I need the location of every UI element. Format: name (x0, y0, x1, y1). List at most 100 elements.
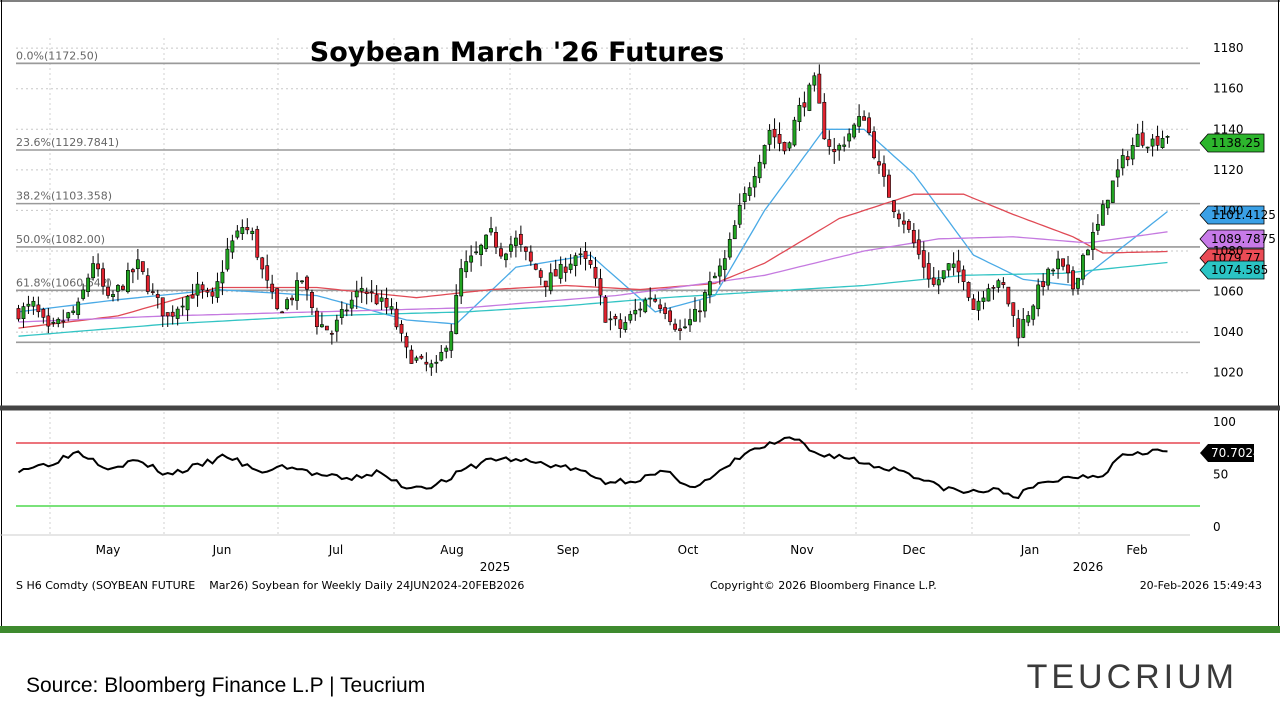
candle-body (424, 361, 429, 365)
candle-body (1140, 132, 1145, 146)
y-tick-label: 1140 (1213, 122, 1244, 136)
candle-body (61, 320, 66, 323)
candle-body (344, 309, 349, 312)
candle-body (896, 213, 901, 220)
green-divider (0, 626, 1280, 633)
candle-body (528, 251, 533, 262)
candle-body (1001, 282, 1006, 285)
y-tick-label: 1040 (1213, 325, 1244, 339)
candle-body (1086, 249, 1090, 256)
price-tag (1199, 229, 1265, 249)
price-tag-label: 1089.7875 (1211, 232, 1276, 246)
candle-body (921, 250, 926, 268)
candle-body (1155, 135, 1160, 146)
y-tick-label: 1100 (1213, 203, 1244, 217)
fib-label: 50.0%(1082.00) (16, 233, 105, 246)
candle-body (150, 291, 155, 293)
candle-body (434, 361, 439, 364)
candle-body (926, 263, 931, 280)
candle-body (777, 134, 782, 144)
candle-body (1056, 258, 1060, 270)
candle-body (334, 319, 339, 332)
candle-body (379, 297, 384, 302)
candle-body (205, 290, 210, 293)
candle-body (867, 117, 871, 134)
candle-body (155, 294, 160, 298)
candle-body (533, 263, 538, 270)
candle-body (245, 227, 250, 231)
candle-body (1125, 156, 1130, 161)
candle-body (1081, 254, 1085, 280)
candle-body (185, 296, 190, 311)
candle-body (1046, 268, 1051, 286)
candle-body (509, 244, 513, 252)
candle-body (951, 263, 956, 268)
candle-body (628, 314, 633, 321)
candle-body (504, 253, 508, 261)
candle-body (548, 272, 553, 291)
candle-body (588, 260, 593, 265)
candle-body (608, 318, 613, 321)
price-tag-label: 1101.4125 (1211, 208, 1276, 222)
candle-body (31, 300, 36, 307)
candle-body (66, 312, 71, 319)
rsi-tick-label: 0 (1213, 520, 1221, 534)
candle-body (111, 294, 115, 297)
candle-body (573, 255, 578, 266)
candle-body (1165, 136, 1170, 138)
candle-body (986, 288, 991, 302)
moving-average-line (18, 128, 1168, 325)
candle-body (658, 304, 663, 309)
moving-average-line (18, 231, 1168, 323)
candle-body (707, 281, 712, 296)
candle-body (210, 291, 215, 297)
candle-body (946, 263, 951, 271)
price-tag-label: 1138.25 (1211, 136, 1261, 150)
candle-body (305, 276, 309, 290)
year-label: 2026 (1073, 560, 1104, 574)
candle-body (369, 291, 374, 293)
price-tag (1199, 133, 1265, 153)
candle-body (140, 261, 145, 272)
candle-body (96, 263, 100, 270)
candle-body (1110, 180, 1115, 203)
candle-body (135, 259, 140, 270)
candle-body (81, 289, 86, 299)
candle-body (633, 309, 638, 315)
candle-body (653, 298, 658, 302)
candle-body (737, 204, 742, 225)
candle-body (807, 84, 812, 111)
x-tick-label: Jul (328, 543, 343, 557)
candle-body (887, 174, 891, 198)
candle-body (862, 116, 867, 121)
candle-body (583, 251, 588, 259)
rsi-line (17, 436, 1168, 500)
candle-body (235, 230, 240, 238)
candle-body (145, 275, 150, 292)
candle-body (1071, 270, 1075, 290)
candle-body (752, 175, 757, 188)
candle-body (389, 306, 394, 310)
candle-body (513, 237, 518, 246)
y-tick-label: 1180 (1213, 41, 1244, 55)
candle-body (76, 301, 81, 315)
candle-body (160, 297, 165, 317)
moving-average-line (18, 193, 1168, 329)
candle-body (489, 228, 493, 233)
candle-body (578, 253, 583, 256)
price-tag (1199, 205, 1265, 225)
candle-body (280, 311, 285, 314)
candle-body (1011, 302, 1016, 316)
candle-body (703, 292, 707, 312)
candle-body (290, 297, 294, 301)
candle-body (568, 263, 573, 270)
candle-body (265, 265, 270, 281)
candle-body (220, 271, 225, 284)
fib-label: 61.8%(1060.642) (16, 276, 112, 289)
candle-body (404, 336, 409, 348)
candle-body (195, 283, 200, 296)
candle-body (479, 244, 483, 255)
candle-body (717, 265, 722, 277)
candle-body (812, 75, 817, 86)
